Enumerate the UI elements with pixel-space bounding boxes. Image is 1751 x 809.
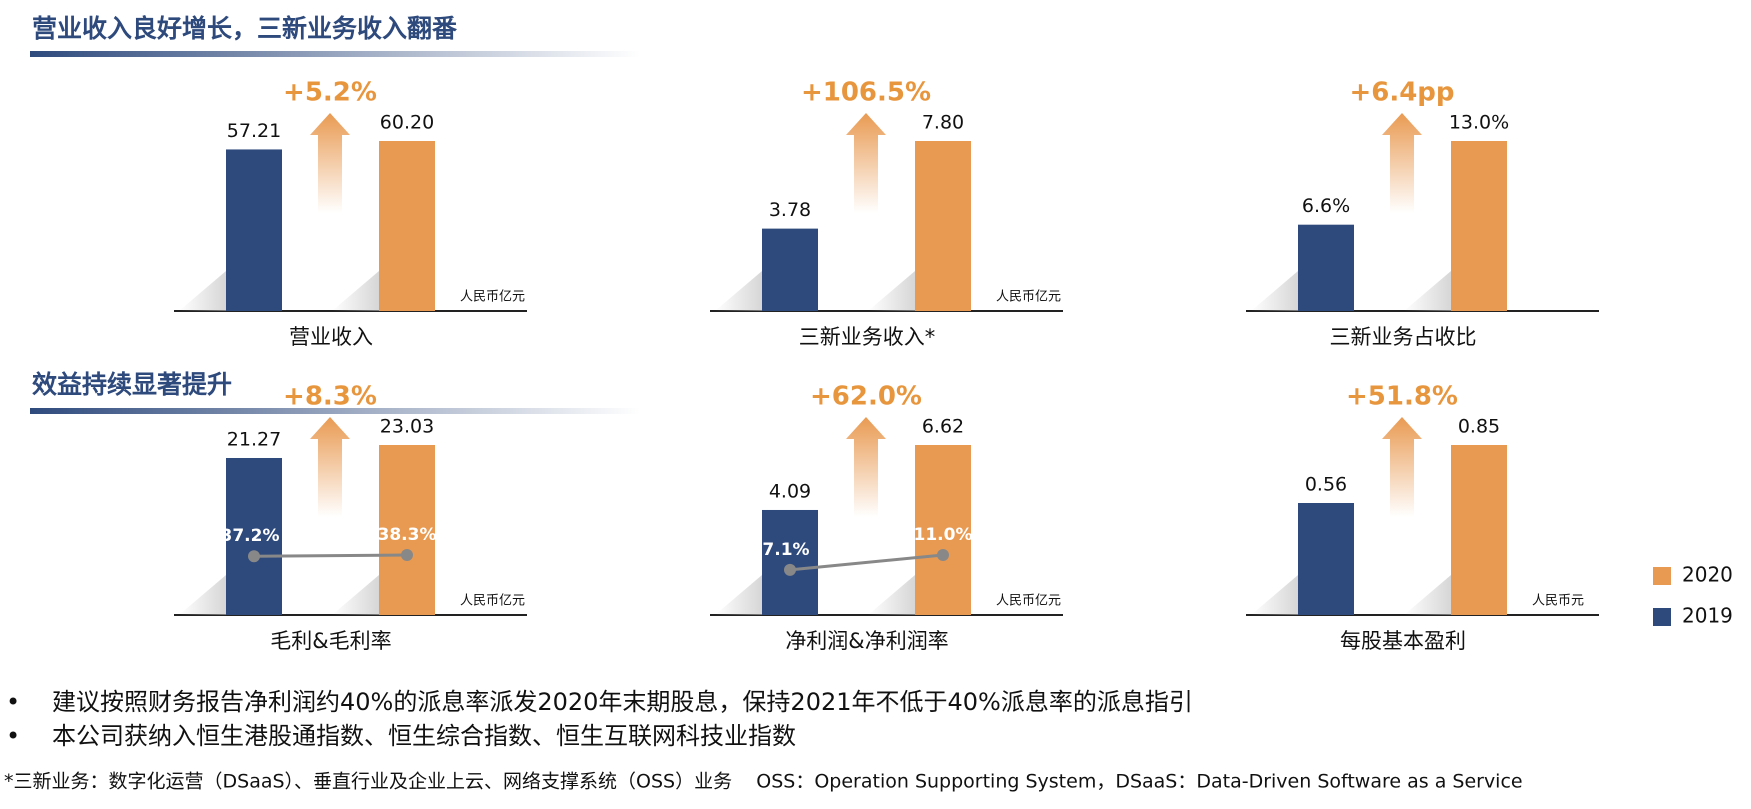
value-label: 3.78 — [769, 199, 811, 221]
value-label: 23.03 — [380, 416, 434, 438]
bar — [915, 445, 971, 615]
bar — [762, 509, 818, 615]
bar-shadow — [715, 271, 762, 311]
unit-label: 人民币元 — [1532, 594, 1584, 609]
unit-label: 人民币亿元 — [996, 290, 1061, 305]
bar-shadow — [715, 575, 762, 615]
growth-annotation: +51.8% — [1346, 382, 1458, 412]
section-underline — [30, 51, 640, 57]
chart-title: 三新业务占收比 — [1330, 325, 1477, 349]
bullet-dot: • — [6, 688, 20, 716]
legend-label: 2020 — [1682, 563, 1733, 587]
growth-annotation: +5.2% — [283, 78, 377, 108]
chart-title: 净利润&净利润率 — [785, 629, 948, 653]
chart-title: 营业收入 — [289, 325, 373, 349]
growth-arrow — [846, 417, 886, 517]
chart-title: 每股基本盈利 — [1340, 629, 1466, 653]
bullet-dot: • — [6, 722, 20, 750]
bar-shadow — [332, 575, 379, 615]
value-label: 4.09 — [769, 480, 811, 502]
section-underline — [30, 408, 640, 414]
ratio-label: 37.2% — [221, 526, 280, 546]
ratio-point — [784, 563, 796, 576]
bar — [1451, 141, 1507, 311]
bar — [1298, 503, 1354, 615]
section-title: 营业收入良好增长，三新业务收入翻番 — [32, 14, 458, 43]
chart-title: 毛利&毛利率 — [270, 629, 391, 653]
ratio-line — [789, 553, 944, 572]
growth-arrow — [310, 417, 350, 517]
growth-arrow — [1382, 113, 1422, 213]
unit-label: 人民币亿元 — [460, 594, 525, 609]
bar — [1451, 445, 1507, 615]
bar-shadow — [332, 271, 379, 311]
footnote: *三新业务：数字化运营（DSaaS）、垂直行业及企业上云、网络支撑系统（OSS）… — [4, 771, 1523, 793]
value-label: 7.80 — [922, 112, 964, 134]
growth-annotation: +6.4pp — [1349, 78, 1454, 108]
growth-arrow — [846, 113, 886, 213]
ratio-point — [937, 549, 949, 561]
chart-title: 三新业务收入* — [799, 325, 936, 349]
bar — [226, 149, 282, 311]
growth-arrow — [310, 113, 350, 213]
unit-label: 人民币亿元 — [996, 594, 1061, 609]
ratio-point — [401, 549, 413, 561]
value-label: 21.27 — [227, 428, 281, 450]
ratio-line — [253, 553, 408, 558]
ratio-point — [248, 550, 260, 563]
bar — [762, 228, 818, 311]
growth-annotation: +8.3% — [283, 382, 377, 412]
bar — [915, 141, 971, 311]
legend-swatch — [1653, 608, 1671, 626]
value-label: 57.21 — [227, 120, 281, 142]
bar-shadow — [179, 271, 226, 311]
legend-label: 2019 — [1682, 604, 1733, 628]
value-label: 13.0% — [1449, 112, 1509, 134]
bar-shadow — [179, 575, 226, 615]
bar-shadow — [868, 575, 915, 615]
value-label: 6.6% — [1302, 195, 1350, 217]
value-label: 0.56 — [1305, 474, 1347, 496]
bullet: 本公司获纳入恒生港股通指数、恒生综合指数、恒生互联网科技业指数 — [52, 722, 796, 750]
growth-annotation: +62.0% — [810, 382, 922, 412]
growth-arrow — [1382, 417, 1422, 517]
bar — [379, 445, 435, 615]
bullet: 建议按照财务报告净利润约40%的派息率派发2020年末期股息，保持2021年不低… — [52, 688, 1193, 716]
section-title: 效益持续显著提升 — [32, 370, 232, 399]
bar-shadow — [1404, 575, 1451, 615]
ratio-label: 38.3% — [378, 525, 437, 545]
bar — [226, 457, 282, 615]
bar-shadow — [868, 271, 915, 311]
bar-shadow — [1251, 271, 1298, 311]
value-label: 6.62 — [922, 416, 964, 438]
bar-shadow — [1251, 575, 1298, 615]
value-label: 60.20 — [380, 112, 434, 134]
growth-annotation: +106.5% — [801, 78, 931, 108]
bar — [1298, 224, 1354, 311]
ratio-label: 11.0% — [914, 525, 973, 545]
unit-label: 人民币亿元 — [460, 290, 525, 305]
bar-shadow — [1404, 271, 1451, 311]
bar — [379, 141, 435, 311]
value-label: 0.85 — [1458, 416, 1500, 438]
legend-swatch — [1653, 567, 1671, 585]
ratio-label: 7.1% — [762, 540, 809, 560]
